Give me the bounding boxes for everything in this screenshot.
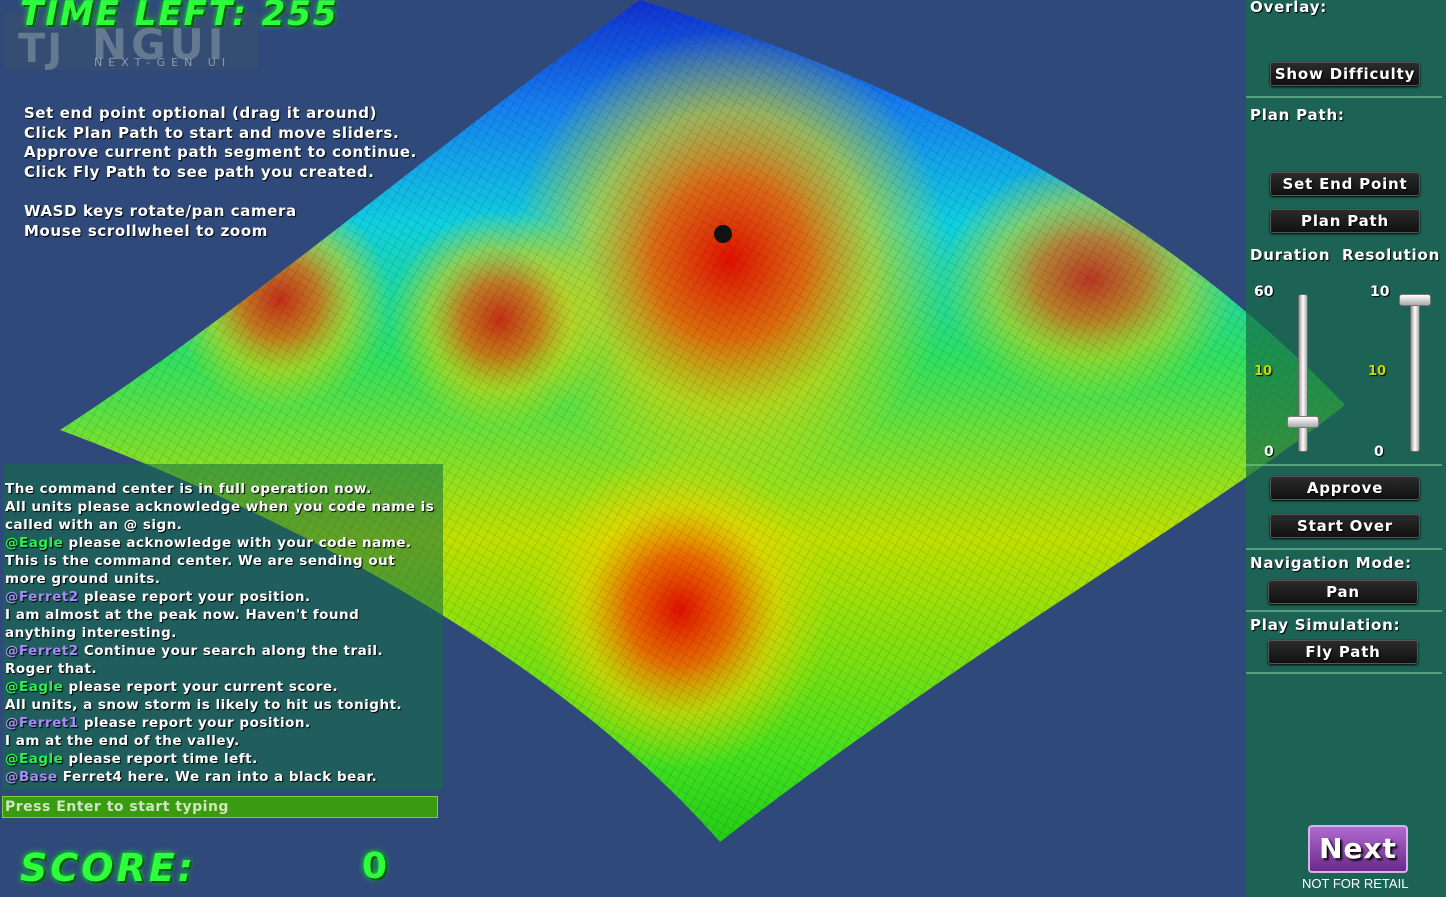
- chat-input[interactable]: Press Enter to start typing: [2, 796, 438, 818]
- chat-message: please report your position.: [78, 589, 311, 605]
- instruction-gap: [24, 183, 417, 203]
- chat-message: All units, a snow storm is likely to hit…: [5, 697, 403, 713]
- chat-message: I am at the end of the valley.: [5, 733, 240, 749]
- chat-callsign: @Ferret2: [5, 643, 79, 659]
- chat-line: @Ferret2 Continue your search along the …: [5, 642, 443, 660]
- approve-section: Approve Start Over: [1246, 464, 1442, 550]
- instruction-line: Click Plan Path to start and move slider…: [24, 123, 400, 142]
- resolution-slider-thumb[interactable]: [1399, 294, 1431, 306]
- resolution-max-label: 10: [1370, 284, 1390, 300]
- chat-line: called with an @ sign.: [5, 516, 443, 534]
- chat-message: All units please acknowledge when you co…: [5, 499, 435, 515]
- chat-log[interactable]: The command center is in full operation …: [3, 464, 443, 790]
- instructions: Set end point optional (drag it around) …: [24, 104, 417, 242]
- fly-path-button[interactable]: Fly Path: [1268, 640, 1418, 664]
- chat-message: anything interesting.: [5, 625, 177, 641]
- chat-line: This is the command center. We are sendi…: [5, 552, 443, 570]
- chat-message: please report time left.: [63, 751, 258, 767]
- duration-slider-track[interactable]: [1298, 294, 1308, 452]
- logo-name: NGUI: [92, 20, 228, 69]
- show-difficulty-button[interactable]: Show Difficulty: [1270, 62, 1420, 86]
- duration-min-label: 0: [1264, 444, 1274, 460]
- chat-callsign: @Base: [5, 769, 58, 785]
- score-label: SCORE:: [20, 846, 196, 890]
- resolution-slider-track[interactable]: [1410, 294, 1420, 452]
- resolution-mid-label: 10: [1368, 364, 1387, 379]
- navigation-section: Navigation Mode: Pan: [1246, 548, 1442, 612]
- chat-message: Ferret4 here. We ran into a black bear.: [57, 769, 378, 785]
- chat-lines: The command center is in full operation …: [5, 480, 443, 786]
- play-simulation-section: Play Simulation: Fly Path: [1246, 610, 1442, 674]
- score-value: 0: [362, 846, 388, 887]
- chat-line: @Base Ferret4 here. We ran into a black …: [5, 768, 443, 786]
- play-simulation-label: Play Simulation:: [1250, 616, 1401, 634]
- chat-callsign: @Ferret1: [5, 715, 79, 731]
- next-button[interactable]: Next: [1308, 825, 1408, 873]
- chat-message: called with an @ sign.: [5, 517, 183, 533]
- chat-message: more ground units.: [5, 571, 161, 587]
- set-end-point-button[interactable]: Set End Point: [1270, 172, 1420, 196]
- chat-line: All units, a snow storm is likely to hit…: [5, 696, 443, 714]
- chat-line: @Eagle please acknowledge with your code…: [5, 534, 443, 552]
- chat-line: All units please acknowledge when you co…: [5, 498, 443, 516]
- logo-mark: TJ: [18, 26, 65, 72]
- time-left-counter: TIME LEFT: 255: [20, 0, 339, 34]
- chat-line: @Ferret1 please report your position.: [5, 714, 443, 732]
- not-for-retail-label: NOT FOR RETAIL: [1302, 876, 1409, 891]
- chat-line: @Eagle please report time left.: [5, 750, 443, 768]
- chat-line: anything interesting.: [5, 624, 443, 642]
- chat-line: more ground units.: [5, 570, 443, 588]
- instruction-line: Approve current path segment to continue…: [24, 143, 417, 162]
- instruction-line: WASD keys rotate/pan camera: [24, 202, 297, 221]
- control-panel: Overlay: Show Difficulty Plan Path: Set …: [1246, 0, 1446, 897]
- end-point-marker: [714, 225, 732, 243]
- navigation-mode-button[interactable]: Pan: [1268, 580, 1418, 604]
- instruction-line: Mouse scrollwheel to zoom: [24, 222, 268, 241]
- resolution-label: Resolution: [1342, 246, 1441, 264]
- plan-path-section: Plan Path: Set End Point Plan Path Durat…: [1246, 96, 1442, 466]
- overlay-section: Overlay: Show Difficulty: [1246, 0, 1442, 96]
- instruction-line: Click Fly Path to see path you created.: [24, 163, 375, 182]
- duration-mid-label: 10: [1254, 364, 1273, 379]
- chat-line: @Eagle please report your current score.: [5, 678, 443, 696]
- plan-path-button[interactable]: Plan Path: [1270, 209, 1420, 233]
- chat-message: Roger that.: [5, 661, 98, 677]
- chat-callsign: @Eagle: [5, 751, 64, 767]
- chat-callsign: @Eagle: [5, 679, 64, 695]
- chat-message: please report your position.: [78, 715, 311, 731]
- duration-slider-thumb[interactable]: [1287, 415, 1319, 428]
- start-over-button[interactable]: Start Over: [1270, 514, 1420, 538]
- chat-message: please report your current score.: [63, 679, 339, 695]
- plan-path-label: Plan Path:: [1250, 106, 1345, 124]
- instruction-line: Set end point optional (drag it around): [24, 104, 378, 122]
- chat-message: This is the command center. We are sendi…: [5, 553, 396, 569]
- logo-subtitle: NEXT-GEN UI: [94, 56, 232, 69]
- navigation-mode-label: Navigation Mode:: [1250, 554, 1412, 572]
- chat-message: please acknowledge with your code name.: [63, 535, 412, 551]
- chat-line: @Ferret2 please report your position.: [5, 588, 443, 606]
- chat-message: The command center is in full operation …: [5, 481, 372, 497]
- chat-line: I am almost at the peak now. Haven't fou…: [5, 606, 443, 624]
- approve-button[interactable]: Approve: [1270, 476, 1420, 500]
- duration-max-label: 60: [1254, 284, 1274, 300]
- ngui-logo: TJ NGUI NEXT-GEN UI: [4, 12, 258, 72]
- chat-line: I am at the end of the valley.: [5, 732, 443, 750]
- chat-message: I am almost at the peak now. Haven't fou…: [5, 607, 360, 623]
- chat-callsign: @Eagle: [5, 535, 64, 551]
- panel-divider: [1246, 672, 1442, 674]
- duration-label: Duration: [1250, 246, 1331, 264]
- chat-line: Roger that.: [5, 660, 443, 678]
- chat-message: Continue your search along the trail.: [78, 643, 384, 659]
- overlay-label: Overlay:: [1250, 0, 1328, 16]
- chat-line: The command center is in full operation …: [5, 480, 443, 498]
- resolution-min-label: 0: [1374, 444, 1384, 460]
- chat-callsign: @Ferret2: [5, 589, 79, 605]
